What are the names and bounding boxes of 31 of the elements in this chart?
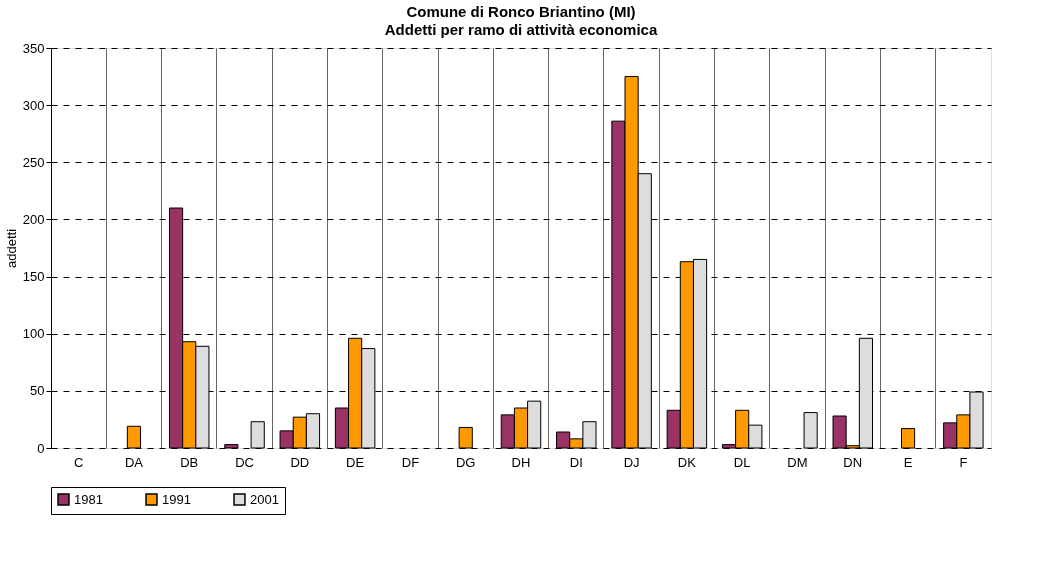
x-tick-label: DB — [180, 454, 199, 470]
x-tick-label: DE — [346, 454, 365, 470]
x-tick-label: DM — [787, 454, 808, 470]
x-tick-label: DA — [124, 454, 144, 470]
x-tick-label: DC — [235, 454, 254, 470]
y-tick-label: 350 — [22, 40, 45, 56]
x-tick-label: DF — [401, 454, 420, 470]
x-tick-label: DI — [569, 454, 583, 470]
legend-label: 1981 — [74, 491, 103, 507]
x-tick-label: C — [73, 454, 84, 470]
y-tick-label: 250 — [22, 154, 45, 170]
y-tick-label: 200 — [22, 211, 45, 227]
chart-subtitle: Addetti per ramo di attività economica — [384, 21, 658, 38]
y-tick-label: 300 — [22, 97, 45, 113]
y-tick-label: 0 — [37, 440, 45, 456]
legend-label: 2001 — [250, 491, 279, 507]
x-tick-label: DJ — [623, 454, 640, 470]
x-tick-label: DN — [843, 454, 863, 470]
y-tick-label: 150 — [22, 269, 45, 285]
x-tick-label: DG — [455, 454, 476, 470]
legend-label: 1991 — [162, 491, 191, 507]
y-axis-title: addetti — [3, 228, 19, 269]
x-tick-label: DD — [290, 454, 310, 470]
x-tick-label: E — [903, 454, 913, 470]
x-tick-label: DL — [733, 454, 751, 470]
y-tick-label: 100 — [22, 326, 45, 342]
x-tick-label: DH — [511, 454, 531, 470]
x-tick-label: F — [959, 454, 968, 470]
x-tick-label: DK — [677, 454, 697, 470]
chart-title: Comune di Ronco Briantino (MI) — [406, 3, 636, 20]
y-tick-label: 50 — [30, 383, 45, 399]
